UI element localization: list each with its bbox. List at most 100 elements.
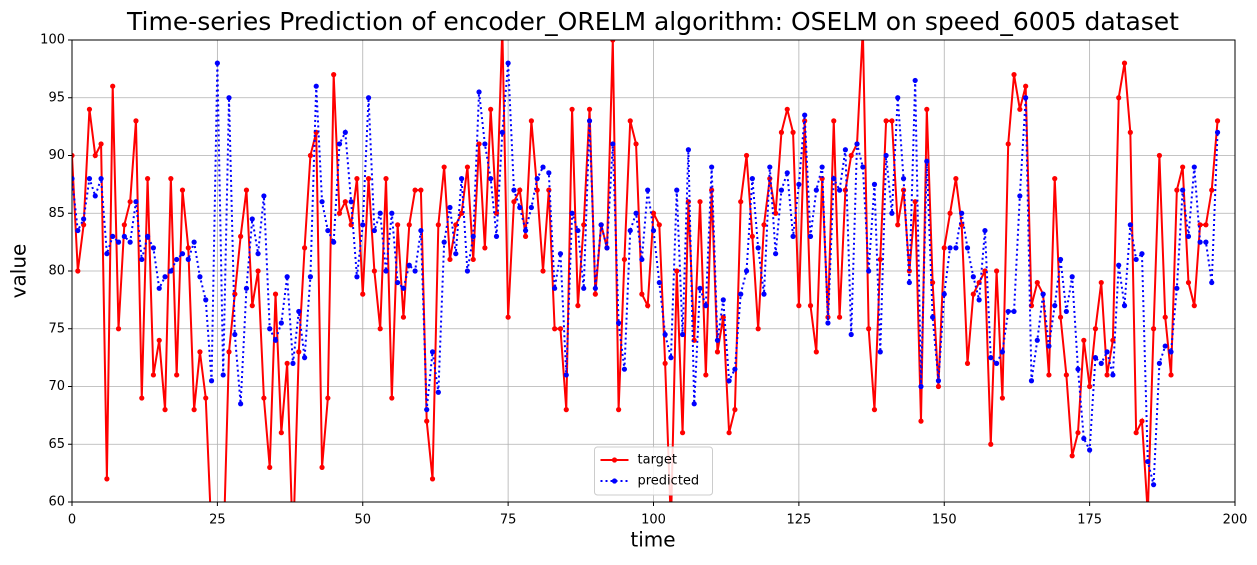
data-point [319, 199, 325, 205]
data-point [296, 308, 302, 315]
data-point [81, 216, 87, 222]
data-point [365, 95, 372, 101]
data-point [935, 383, 942, 390]
data-point [1075, 366, 1081, 372]
data-point [1116, 262, 1122, 268]
data-point [1156, 152, 1163, 159]
data-point [209, 534, 214, 539]
data-point [773, 210, 779, 216]
data-point [866, 268, 872, 274]
data-point [459, 176, 465, 182]
data-point [1081, 337, 1087, 343]
data-point [395, 279, 401, 286]
data-point [924, 158, 930, 164]
data-point [272, 291, 279, 297]
data-point [755, 245, 761, 251]
legend-marker [611, 457, 618, 463]
data-point [709, 164, 715, 170]
data-point [732, 366, 738, 372]
y-tick-label: 60 [48, 495, 65, 510]
data-point [563, 407, 569, 413]
data-point [953, 245, 959, 251]
data-point [406, 222, 412, 228]
data-point [552, 326, 558, 332]
data-point [848, 152, 854, 159]
data-point [418, 187, 424, 193]
data-point [98, 176, 104, 182]
data-point [226, 349, 232, 355]
data-point [796, 181, 802, 187]
data-point [453, 251, 459, 257]
y-tick-label: 70 [48, 379, 65, 394]
data-point [197, 349, 203, 355]
data-point [307, 152, 314, 159]
data-point [115, 326, 122, 332]
data-point [185, 256, 191, 263]
data-point [895, 222, 901, 228]
data-point [214, 60, 220, 66]
data-point [185, 245, 191, 251]
data-point [1162, 343, 1168, 349]
data-point [424, 418, 430, 424]
grid [71, 39, 1236, 503]
data-point [1017, 193, 1023, 199]
data-point [133, 199, 139, 205]
data-point [831, 176, 837, 182]
data-point [290, 546, 295, 551]
y-tick-label: 80 [48, 264, 65, 279]
data-point [889, 118, 895, 124]
data-point [156, 337, 162, 343]
data-point [930, 314, 936, 320]
data-point [493, 210, 500, 216]
data-point [115, 239, 122, 245]
data-point [697, 285, 703, 291]
data-point [1185, 279, 1192, 286]
data-point [412, 187, 418, 193]
data-point [1069, 274, 1075, 280]
data-point [569, 106, 575, 112]
data-point [197, 274, 203, 280]
data-point [645, 303, 651, 309]
data-point [1104, 372, 1110, 378]
data-point [778, 187, 785, 193]
data-point [825, 320, 831, 326]
data-point [959, 210, 965, 216]
data-point [121, 233, 127, 239]
data-point [621, 256, 628, 263]
data-point [1180, 164, 1186, 170]
data-point [993, 360, 1000, 366]
legend: target predicted [594, 446, 713, 496]
data-point [505, 60, 511, 66]
data-point [1174, 187, 1180, 193]
data-point [679, 430, 686, 436]
data-point [953, 176, 959, 182]
data-point [662, 360, 668, 366]
x-tick-label: 150 [932, 513, 957, 528]
data-point [749, 176, 755, 182]
data-point [284, 360, 290, 366]
data-point [325, 227, 331, 234]
data-point [365, 176, 372, 182]
data-point [674, 268, 680, 274]
data-point [412, 268, 418, 274]
data-point [1209, 187, 1215, 193]
data-point [656, 279, 662, 286]
data-point [1145, 458, 1151, 465]
data-point [488, 106, 494, 112]
data-point [429, 349, 436, 355]
data-point [72, 176, 75, 182]
data-point [528, 118, 534, 124]
data-point [302, 355, 308, 361]
data-point [586, 118, 593, 124]
data-point [1133, 256, 1139, 263]
data-point [505, 314, 511, 320]
data-point [1203, 239, 1209, 245]
data-point [395, 222, 401, 228]
data-point [75, 227, 81, 234]
data-point [842, 187, 848, 193]
data-point [1174, 285, 1180, 291]
data-point [1098, 360, 1104, 366]
data-point [1011, 72, 1017, 78]
data-point [598, 222, 604, 228]
data-point [650, 227, 657, 234]
